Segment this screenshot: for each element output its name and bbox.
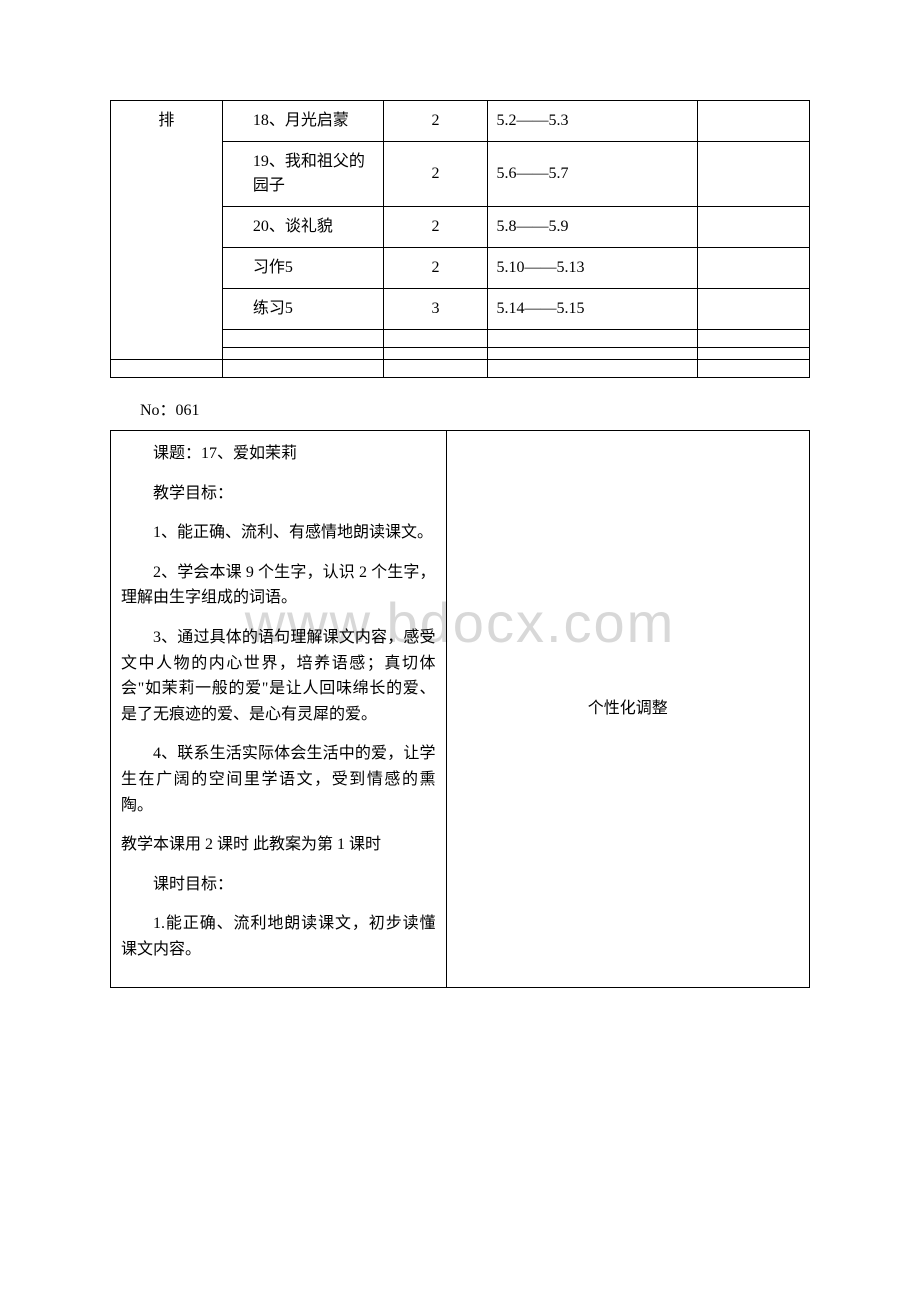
page-number-label: No：061: [140, 396, 810, 420]
empty-cell: [488, 360, 698, 378]
empty-cell: [222, 360, 383, 378]
empty-cell: [222, 330, 383, 348]
schedule-hours-cell: 2: [383, 207, 488, 248]
schedule-title-cell: 19、我和祖父的园子: [222, 142, 383, 207]
empty-cell: [698, 330, 810, 348]
empty-cell: [488, 330, 698, 348]
schedule-hours-cell: 3: [383, 289, 488, 330]
lesson-title: 课题：17、爱如茉莉: [121, 441, 436, 467]
schedule-note-cell: [698, 248, 810, 289]
schedule-dates-cell: 5.14——5.15: [488, 289, 698, 330]
lesson-goal-item: 2、学会本课 9 个生字，认识 2 个生字，理解由生字组成的词语。: [121, 560, 436, 611]
lesson-subheading: 教学目标：: [121, 481, 436, 507]
schedule-title-cell: 18、月光启蒙: [222, 101, 383, 142]
schedule-dates-cell: 5.6——5.7: [488, 142, 698, 207]
schedule-row: 排 18、月光启蒙 2 5.2——5.3: [111, 101, 810, 142]
schedule-dates-cell: 5.10——5.13: [488, 248, 698, 289]
schedule-note-cell: [698, 207, 810, 248]
empty-cell: [698, 360, 810, 378]
schedule-hours-cell: 2: [383, 248, 488, 289]
empty-cell: [111, 360, 223, 378]
schedule-table: 排 18、月光启蒙 2 5.2——5.3 19、我和祖父的园子 2 5.6——5…: [110, 100, 810, 378]
empty-cell: [383, 330, 488, 348]
schedule-dates-cell: 5.2——5.3: [488, 101, 698, 142]
schedule-hours-cell: 2: [383, 142, 488, 207]
schedule-title-cell: 习作5: [222, 248, 383, 289]
schedule-note-cell: [698, 142, 810, 207]
schedule-dates-cell: 5.8——5.9: [488, 207, 698, 248]
lesson-adjust-cell: 个性化调整: [446, 431, 809, 988]
lesson-goal-item: 4、联系生活实际体会生活中的爱，让学生在广阔的空间里学语文，受到情感的熏陶。: [121, 741, 436, 818]
lesson-goal-item: 1、能正确、流利、有感情地朗读课文。: [121, 520, 436, 546]
schedule-note-cell: [698, 101, 810, 142]
empty-cell: [383, 348, 488, 360]
schedule-note-cell: [698, 289, 810, 330]
schedule-hours-cell: 2: [383, 101, 488, 142]
lesson-table: 课题：17、爱如茉莉 教学目标： 1、能正确、流利、有感情地朗读课文。 2、学会…: [110, 430, 810, 988]
empty-cell: [383, 360, 488, 378]
lesson-goal-item: 3、通过具体的语句理解课文内容，感受文中人物的内心世界，培养语感；真切体会"如茉…: [121, 625, 436, 727]
empty-cell: [698, 348, 810, 360]
schedule-title-cell: 20、谈礼貌: [222, 207, 383, 248]
schedule-category-cell: 排: [111, 101, 223, 360]
lesson-hours-note: 教学本课用 2 课时 此教案为第 1 课时: [121, 832, 436, 858]
lesson-content-cell: 课题：17、爱如茉莉 教学目标： 1、能正确、流利、有感情地朗读课文。 2、学会…: [111, 431, 447, 988]
empty-cell: [488, 348, 698, 360]
schedule-empty-row: [111, 360, 810, 378]
lesson-period-goal: 1.能正确、流利地朗读课文，初步读懂课文内容。: [121, 911, 436, 962]
schedule-title-cell: 练习5: [222, 289, 383, 330]
empty-cell: [222, 348, 383, 360]
lesson-subheading: 课时目标：: [121, 872, 436, 898]
